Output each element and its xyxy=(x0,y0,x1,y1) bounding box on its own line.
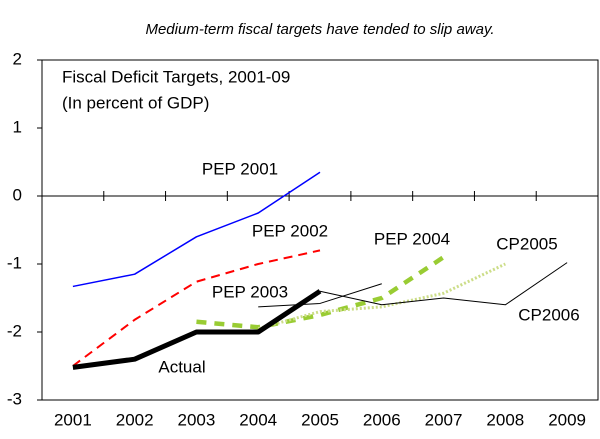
x-tick-label: 2003 xyxy=(178,410,216,429)
x-tick-label: 2009 xyxy=(548,410,586,429)
series-label: PEP 2003 xyxy=(212,282,288,301)
x-tick-label: 2004 xyxy=(239,410,277,429)
annotation: Fiscal Deficit Targets, 2001-09 xyxy=(62,67,290,86)
series-label: Actual xyxy=(158,357,205,376)
series-line xyxy=(257,262,506,331)
series-label: CP2005 xyxy=(496,234,557,253)
x-tick-label: 2005 xyxy=(301,410,339,429)
y-tick-label: -3 xyxy=(7,389,22,408)
x-tick-label: 2002 xyxy=(116,410,154,429)
series-line xyxy=(72,249,321,367)
y-tick-label: 2 xyxy=(13,49,22,68)
y-tick-label: 0 xyxy=(13,185,22,204)
chart-title: Medium-term fiscal targets have tended t… xyxy=(145,21,494,38)
annotation: (In percent of GDP) xyxy=(62,93,209,112)
series-line xyxy=(196,255,445,330)
y-tick-label: -2 xyxy=(7,321,22,340)
x-tick-label: 2008 xyxy=(486,410,524,429)
series-label: PEP 2004 xyxy=(374,229,450,248)
series-line xyxy=(72,289,322,370)
series-line xyxy=(258,283,382,308)
series-label: PEP 2001 xyxy=(202,159,278,178)
x-tick-label: 2006 xyxy=(363,410,401,429)
series-line xyxy=(72,171,321,288)
x-tick-label: 2007 xyxy=(425,410,463,429)
series-label: CP2006 xyxy=(518,305,579,324)
plot-frame xyxy=(41,59,599,401)
series-label: PEP 2002 xyxy=(252,221,328,240)
series-line xyxy=(319,262,568,306)
y-tick-label: 1 xyxy=(13,117,22,136)
y-tick-label: -1 xyxy=(7,253,22,272)
x-tick-label: 2001 xyxy=(54,410,92,429)
